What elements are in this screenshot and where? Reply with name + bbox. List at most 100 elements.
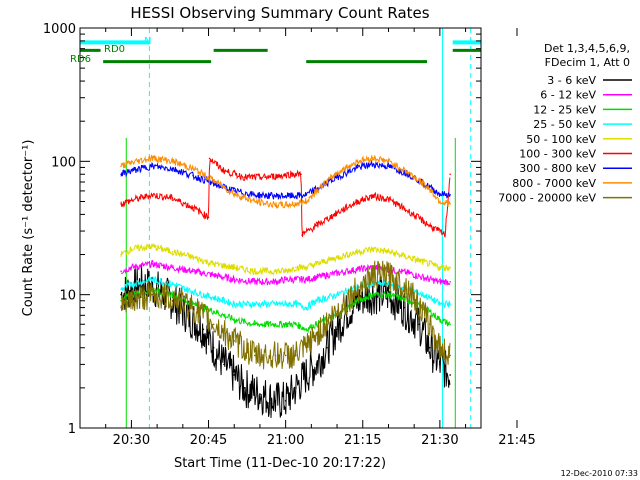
data-point-5-9 bbox=[264, 176, 266, 179]
x-tick-label-2: 21:00 bbox=[267, 433, 304, 448]
data-point-0-8 bbox=[223, 363, 225, 366]
data-point-8-13 bbox=[336, 310, 338, 313]
data-point-3-5 bbox=[212, 296, 215, 299]
data-point-2-11 bbox=[305, 328, 308, 331]
data-point-8-10 bbox=[295, 354, 297, 357]
data-point-8-14 bbox=[356, 288, 359, 290]
data-point-3-13 bbox=[336, 293, 338, 296]
data-point-5-18 bbox=[387, 198, 390, 200]
data-point-0-15 bbox=[305, 374, 308, 376]
data-point-3-19 bbox=[439, 303, 441, 305]
data-point-7-1 bbox=[130, 161, 133, 164]
data-point-0-6 bbox=[202, 328, 205, 331]
data-point-0-23 bbox=[403, 306, 405, 309]
data-point-7-15 bbox=[372, 157, 374, 159]
data-point-5-22 bbox=[449, 173, 451, 176]
data-point-4-0 bbox=[120, 253, 122, 256]
legend-label-6: 300 - 800 keV bbox=[519, 162, 596, 175]
data-point-0-13 bbox=[284, 399, 287, 402]
series-4 bbox=[120, 242, 451, 276]
data-point-0-9 bbox=[233, 374, 236, 376]
data-point-1-14 bbox=[356, 268, 359, 271]
data-point-5-20 bbox=[428, 224, 431, 227]
data-point-3-1 bbox=[130, 283, 133, 285]
data-point-5-0 bbox=[120, 203, 122, 205]
y-axis-label: Count Rate (s⁻¹ detector⁻¹) bbox=[21, 140, 36, 317]
data-point-5-19 bbox=[408, 210, 410, 213]
data-point-8-19 bbox=[439, 346, 441, 349]
legend-label-8: 7000 - 20000 keV bbox=[498, 192, 596, 205]
data-point-7-4 bbox=[192, 167, 194, 170]
data-point-6-4 bbox=[192, 174, 194, 177]
x-tick-label-5: 21:45 bbox=[498, 433, 535, 448]
data-point-4-3 bbox=[171, 250, 174, 253]
data-point-4-11 bbox=[305, 266, 308, 269]
data-point-1-10 bbox=[295, 278, 297, 281]
data-point-4-12 bbox=[315, 263, 318, 265]
series-line-6 bbox=[120, 159, 451, 200]
data-point-0-12 bbox=[274, 399, 277, 402]
data-point-7-2 bbox=[151, 157, 153, 159]
x-axis: 20:30 20:45 21:00 21:15 21:30 21:45 bbox=[105, 28, 536, 448]
data-point-5-2 bbox=[151, 194, 153, 196]
data-point-8-11 bbox=[305, 346, 308, 349]
data-point-5-13 bbox=[301, 234, 303, 236]
data-point-5-21 bbox=[444, 234, 446, 236]
data-point-4-7 bbox=[253, 270, 256, 272]
n-label: N bbox=[144, 36, 151, 47]
legend-label-0: 3 - 6 keV bbox=[547, 74, 596, 87]
data-point-8-4 bbox=[192, 306, 194, 309]
data-point-0-16 bbox=[315, 363, 318, 366]
data-point-5-17 bbox=[372, 195, 374, 197]
data-point-3-8 bbox=[274, 303, 277, 305]
data-point-3-0 bbox=[120, 288, 122, 290]
data-point-8-1 bbox=[130, 299, 133, 302]
series-5 bbox=[120, 157, 451, 238]
y-tick-label-2: 100 bbox=[51, 155, 76, 170]
data-point-6-1 bbox=[130, 169, 133, 172]
data-point-3-2 bbox=[151, 278, 153, 281]
legend: Det 1,3,4,5,6,9, FDecim 1, Att 0 3 - 6 k… bbox=[498, 42, 632, 205]
data-point-8-8 bbox=[274, 354, 277, 357]
data-point-4-16 bbox=[387, 250, 390, 253]
data-point-1-7 bbox=[253, 280, 256, 283]
data-point-4-17 bbox=[408, 256, 410, 259]
data-point-0-10 bbox=[243, 387, 246, 389]
data-point-7-17 bbox=[408, 172, 410, 174]
data-point-0-18 bbox=[336, 328, 338, 331]
data-point-6-3 bbox=[171, 167, 174, 170]
data-point-6-15 bbox=[372, 163, 374, 166]
data-point-5-11 bbox=[289, 173, 292, 176]
data-point-2-4 bbox=[192, 303, 194, 305]
series-8 bbox=[120, 260, 451, 370]
data-point-8-17 bbox=[408, 288, 410, 290]
data-point-5-5 bbox=[207, 216, 210, 219]
data-point-6-10 bbox=[295, 195, 297, 197]
data-point-1-0 bbox=[120, 270, 122, 272]
y-axis: 1 10 100 1000 bbox=[43, 22, 481, 437]
data-point-4-20 bbox=[449, 266, 451, 269]
data-point-0-25 bbox=[428, 346, 431, 349]
legend-header-1: Det 1,3,4,5,6,9, bbox=[544, 42, 630, 55]
data-point-4-9 bbox=[284, 270, 287, 272]
series-line-8 bbox=[120, 260, 451, 370]
data-point-2-15 bbox=[372, 293, 374, 296]
timestamp: 12-Dec-2010 07:33 bbox=[561, 469, 638, 478]
legend-label-2: 12 - 25 keV bbox=[533, 103, 596, 116]
series-7 bbox=[120, 154, 451, 209]
data-point-4-14 bbox=[356, 250, 359, 253]
x-tick-label-0: 20:30 bbox=[113, 433, 150, 448]
legend-label-5: 100 - 300 keV bbox=[519, 148, 596, 161]
plot-frame bbox=[79, 27, 482, 429]
data-point-6-11 bbox=[305, 194, 308, 196]
data-point-6-7 bbox=[253, 194, 256, 196]
data-point-8-5 bbox=[212, 323, 215, 326]
data-point-1-6 bbox=[233, 278, 236, 281]
data-point-2-6 bbox=[233, 318, 236, 321]
data-point-2-5 bbox=[212, 310, 215, 313]
data-point-7-12 bbox=[315, 190, 318, 192]
data-point-1-18 bbox=[428, 278, 431, 281]
data-point-2-16 bbox=[387, 293, 390, 296]
legend-label-3: 25 - 50 keV bbox=[533, 118, 596, 131]
